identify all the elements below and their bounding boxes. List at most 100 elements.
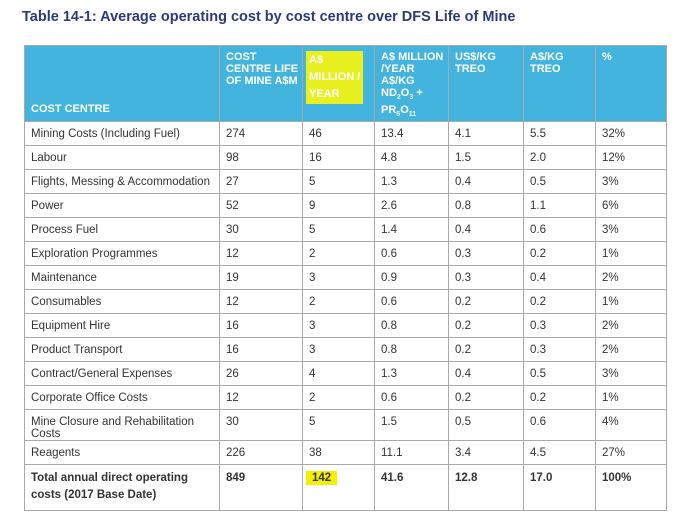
cell-pct: 3% <box>595 217 667 243</box>
cell-lom: 274 <box>219 121 303 147</box>
cell-mndpr: 1.5 <box>374 409 449 442</box>
cell-aud: 0.6 <box>523 217 596 243</box>
table-row: Mine Closure and Rehabilitation Costs 30 5… <box>24 409 667 442</box>
cell-myear: 9 <box>302 193 375 219</box>
cell-pct: 1% <box>595 385 667 411</box>
cell-name: Corporate Office Costs <box>24 385 220 411</box>
cell-pct: 4% <box>595 409 667 442</box>
cell-lom: 30 <box>219 409 303 442</box>
cell-aud: 1.1 <box>523 193 596 219</box>
cell-lom: 16 <box>219 313 303 339</box>
table-row: Power 52 9 2.6 0.8 1.1 6% <box>24 193 667 219</box>
cell-myear: 5 <box>302 169 375 195</box>
table-row: Product Transport 16 3 0.8 0.2 0.3 2% <box>24 337 667 363</box>
cell-lom: 30 <box>219 217 303 243</box>
cell-lom: 12 <box>219 241 303 267</box>
header-million-year-highlight: A$ MILLION / YEAR <box>306 51 364 104</box>
cell-myear: 2 <box>302 385 375 411</box>
cell-myear: 38 <box>302 440 375 466</box>
cell-myear: 4 <box>302 361 375 387</box>
table-row: Contract/General Expenses 26 4 1.3 0.4 0.5 3% <box>24 361 667 387</box>
table-row: Consumables 12 2 0.6 0.2 0.2 1% <box>24 289 667 315</box>
cell-pct: 2% <box>595 265 667 291</box>
cell-mndpr: 4.8 <box>374 145 449 171</box>
cell-aud: 0.5 <box>523 169 596 195</box>
cell-usd: 0.3 <box>448 241 524 267</box>
cell-myear: 5 <box>302 409 375 442</box>
cell-usd: 1.5 <box>448 145 524 171</box>
cell-mndpr: 0.6 <box>374 385 449 411</box>
table-row: Flights, Messing & Accommodation 27 5 1.3 0.… <box>24 169 667 195</box>
header-ndpr: A$ MILLION /YEAR A$/KG ND2O3 + PR6O11 <box>374 44 449 123</box>
cell-usd: 0.4 <box>448 361 524 387</box>
cell-pct: 2% <box>595 313 667 339</box>
total-cell-usd: 12.8 <box>448 464 524 512</box>
cell-usd: 0.2 <box>448 385 524 411</box>
cell-name: Reagents <box>24 440 220 466</box>
cell-name: Mining Costs (Including Fuel) <box>24 121 220 147</box>
header-aud-kg: A$/KG TREO <box>523 44 596 123</box>
header-cost-centre: COST CENTRE <box>24 44 220 123</box>
table-body: Mining Costs (Including Fuel) 274 46 13.4 4.… <box>24 121 667 512</box>
cell-mndpr: 1.3 <box>374 169 449 195</box>
total-cell-mndpr: 41.6 <box>374 464 449 512</box>
cell-myear: 2 <box>302 289 375 315</box>
cell-myear: 3 <box>302 337 375 363</box>
cell-myear: 5 <box>302 217 375 243</box>
cell-pct: 3% <box>595 169 667 195</box>
table-row: Reagents 226 38 11.1 3.4 4.5 27% <box>24 440 667 466</box>
cell-name: Labour <box>24 145 220 171</box>
table-caption: Table 14-1: Average operating cost by co… <box>22 9 516 25</box>
table-row: Labour 98 16 4.8 1.5 2.0 12% <box>24 145 667 171</box>
header-percent: % <box>595 44 667 123</box>
cell-mndpr: 0.6 <box>374 289 449 315</box>
cell-pct: 3% <box>595 361 667 387</box>
cell-aud: 0.6 <box>523 409 596 442</box>
total-cell-pct: 100% <box>595 464 667 512</box>
cell-lom: 52 <box>219 193 303 219</box>
cell-aud: 0.4 <box>523 265 596 291</box>
cell-lom: 226 <box>219 440 303 466</box>
cell-name: Power <box>24 193 220 219</box>
cell-lom: 16 <box>219 337 303 363</box>
cell-name: Equipment Hire <box>24 313 220 339</box>
cell-name: Contract/General Expenses <box>24 361 220 387</box>
cell-usd: 0.3 <box>448 265 524 291</box>
total-cell-lom: 849 <box>219 464 303 512</box>
cell-name: Exploration Programmes <box>24 241 220 267</box>
cell-usd: 3.4 <box>448 440 524 466</box>
table-row: Corporate Office Costs 12 2 0.6 0.2 0.2 1% <box>24 385 667 411</box>
cell-aud: 0.5 <box>523 361 596 387</box>
cell-name: Flights, Messing & Accommodation <box>24 169 220 195</box>
cell-name: Product Transport <box>24 337 220 363</box>
table-row: Equipment Hire 16 3 0.8 0.2 0.3 2% <box>24 313 667 339</box>
cell-lom: 12 <box>219 289 303 315</box>
cell-aud: 0.2 <box>523 241 596 267</box>
operating-cost-table: COST CENTRE COST CENTRE LIFE OF MINE A$M… <box>24 44 667 512</box>
total-cell-myear: 142 <box>302 464 375 512</box>
cell-mndpr: 1.3 <box>374 361 449 387</box>
cell-mndpr: 0.9 <box>374 265 449 291</box>
cell-aud: 5.5 <box>523 121 596 147</box>
cell-pct: 1% <box>595 289 667 315</box>
cell-name: Mine Closure and Rehabilitation Costs <box>24 409 220 442</box>
cell-mndpr: 11.1 <box>374 440 449 466</box>
cell-aud: 0.3 <box>523 313 596 339</box>
cell-aud: 2.0 <box>523 145 596 171</box>
cell-usd: 0.2 <box>448 313 524 339</box>
header-row: COST CENTRE COST CENTRE LIFE OF MINE A$M… <box>24 44 667 123</box>
total-cell-name: Total annual direct operating costs (201… <box>24 464 220 512</box>
cell-pct: 27% <box>595 440 667 466</box>
cell-myear: 2 <box>302 241 375 267</box>
cell-lom: 12 <box>219 385 303 411</box>
table-row: Process Fuel 30 5 1.4 0.4 0.6 3% <box>24 217 667 243</box>
cell-usd: 0.4 <box>448 217 524 243</box>
cell-aud: 0.2 <box>523 289 596 315</box>
cell-mndpr: 0.6 <box>374 241 449 267</box>
cell-aud: 4.5 <box>523 440 596 466</box>
cell-usd: 0.8 <box>448 193 524 219</box>
cell-myear: 46 <box>302 121 375 147</box>
cell-myear: 3 <box>302 265 375 291</box>
cell-mndpr: 13.4 <box>374 121 449 147</box>
total-cell-aud: 17.0 <box>523 464 596 512</box>
